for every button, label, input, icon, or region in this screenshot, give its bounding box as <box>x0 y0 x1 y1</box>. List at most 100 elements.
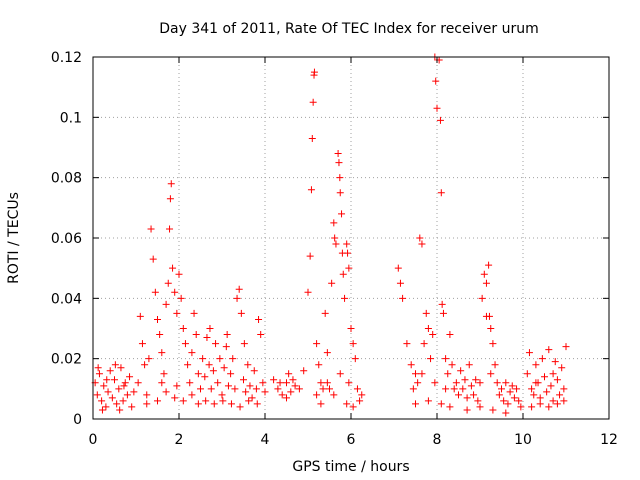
data-point <box>493 379 501 387</box>
data-point <box>175 270 183 278</box>
data-point <box>358 391 366 399</box>
data-point <box>188 349 196 357</box>
data-point <box>416 234 424 242</box>
data-point <box>192 331 200 339</box>
data-point <box>171 394 179 402</box>
data-point <box>120 382 128 390</box>
data-point <box>212 340 220 348</box>
data-point <box>321 309 329 317</box>
data-point <box>257 331 265 339</box>
data-point <box>261 388 269 396</box>
data-point <box>558 364 566 372</box>
data-point <box>143 400 151 408</box>
data-point <box>450 385 458 393</box>
data-point <box>543 388 551 396</box>
data-point <box>108 394 116 402</box>
data-point <box>186 379 194 387</box>
data-point <box>156 331 164 339</box>
grid-lines <box>93 57 609 419</box>
data-point <box>437 400 445 408</box>
data-point <box>136 312 144 320</box>
data-point <box>326 385 333 393</box>
data-point <box>331 234 339 242</box>
data-point <box>482 279 490 287</box>
data-point <box>525 349 533 357</box>
data-point <box>307 186 315 194</box>
data-point <box>463 406 471 414</box>
data-point <box>487 370 495 378</box>
data-point <box>283 394 290 402</box>
data-point <box>220 364 228 372</box>
data-point <box>130 388 138 396</box>
data-point <box>206 325 214 332</box>
data-point <box>467 382 475 390</box>
x-tick-label: 10 <box>514 432 532 448</box>
data-point <box>171 288 179 296</box>
data-point <box>203 334 211 342</box>
data-point <box>345 379 353 387</box>
data-point <box>549 397 557 405</box>
data-point <box>457 367 465 375</box>
data-point <box>495 391 503 399</box>
data-point <box>300 367 308 375</box>
data-point <box>209 367 217 375</box>
data-point <box>317 400 325 408</box>
data-point <box>437 189 445 197</box>
data-point <box>353 385 361 393</box>
data-point <box>283 379 290 387</box>
data-point <box>116 406 124 414</box>
data-point <box>343 400 351 408</box>
data-point <box>201 373 209 381</box>
chart-title: Day 341 of 2011, Rate Of TEC Index for r… <box>159 21 539 37</box>
data-point <box>330 219 338 227</box>
y-tick-label: 0.08 <box>51 171 82 187</box>
data-point <box>197 385 204 393</box>
data-point <box>128 403 136 411</box>
data-point <box>551 358 559 366</box>
data-point <box>560 385 568 393</box>
data-point <box>240 340 248 348</box>
y-tick-labels: 0 0.02 0.04 0.06 0.08 0.1 0.12 <box>51 50 82 428</box>
data-point <box>506 388 514 396</box>
data-point <box>523 370 531 378</box>
data-point <box>93 391 101 399</box>
data-point <box>95 370 103 378</box>
data-point <box>309 98 317 106</box>
data-point <box>465 361 473 369</box>
data-point <box>500 397 508 405</box>
data-point <box>111 376 118 384</box>
data-point <box>476 379 484 387</box>
data-point <box>429 331 437 339</box>
data-point <box>412 370 419 378</box>
data-point <box>330 391 338 399</box>
data-point <box>164 279 172 287</box>
data-point <box>536 394 544 402</box>
data-point <box>214 379 222 387</box>
x-axis-label: GPS time / hours <box>292 459 409 475</box>
y-tick-label: 0.1 <box>60 110 82 126</box>
data-point <box>103 376 111 384</box>
data-point <box>94 364 102 372</box>
y-axis-label: ROTI / TECUs <box>6 192 22 284</box>
data-point <box>222 343 230 351</box>
data-point <box>530 391 538 399</box>
data-point <box>461 376 469 384</box>
data-point <box>424 325 432 332</box>
data-point <box>113 400 121 408</box>
data-point <box>145 355 153 363</box>
data-point <box>123 391 131 399</box>
data-point <box>470 391 478 399</box>
data-point <box>336 174 344 182</box>
data-point <box>414 379 422 387</box>
data-point <box>202 397 210 405</box>
data-point <box>339 270 347 278</box>
data-point <box>448 361 456 369</box>
data-point <box>313 391 321 399</box>
data-point <box>177 294 185 302</box>
data-point <box>173 382 181 390</box>
data-point <box>515 397 523 405</box>
axis-ticks <box>92 56 610 420</box>
data-point <box>227 400 235 408</box>
data-point <box>199 355 207 363</box>
data-point <box>240 376 247 384</box>
